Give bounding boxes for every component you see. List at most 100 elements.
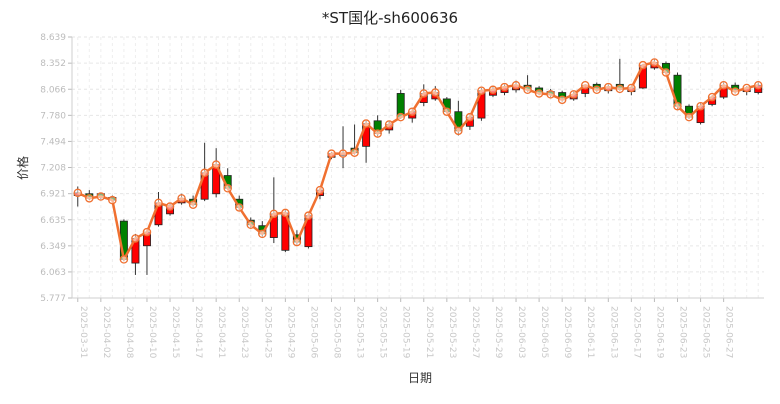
x-tick-label: 2025-06-23 — [678, 306, 688, 358]
x-tick-label: 2025-05-27 — [470, 306, 480, 358]
close-point — [684, 112, 694, 122]
x-tick-label: 2025-04-25 — [262, 306, 272, 358]
x-tick-label: 2025-04-17 — [193, 306, 203, 358]
close-point — [719, 80, 728, 90]
close-point — [269, 209, 279, 219]
y-tick-label: 8.352 — [40, 59, 66, 69]
close-point — [165, 202, 175, 211]
close-point — [223, 184, 232, 193]
close-point — [188, 200, 198, 209]
close-point — [465, 112, 475, 122]
x-tick-label: 2025-04-23 — [239, 306, 249, 358]
x-tick-label: 2025-05-13 — [355, 306, 365, 358]
x-tick-label: 2025-04-08 — [124, 306, 134, 359]
close-point — [315, 185, 325, 195]
close-point — [108, 195, 117, 205]
close-point — [419, 89, 429, 98]
x-tick-label: 2025-04-29 — [285, 306, 295, 359]
close-point — [477, 86, 486, 95]
close-point — [604, 82, 613, 92]
x-axis: 2025-03-31 2025-04-02 2025-04-08 2025-04-10… — [77, 298, 734, 359]
close-point — [407, 107, 417, 116]
close-point — [85, 194, 94, 203]
x-axis-label: 日期 — [408, 371, 432, 385]
close-point — [707, 92, 717, 102]
x-tick-label: 2025-06-11 — [585, 306, 595, 358]
close-point — [650, 58, 659, 67]
y-tick-label: 5.777 — [40, 294, 66, 304]
close-point — [96, 192, 106, 201]
close-point — [627, 83, 636, 93]
close-point — [442, 107, 452, 116]
close-point — [454, 126, 463, 136]
close-point — [350, 148, 359, 157]
close-point — [338, 149, 348, 158]
close-point — [580, 80, 590, 90]
close-point — [304, 211, 313, 220]
close-point — [742, 83, 751, 93]
close-point — [142, 227, 152, 237]
x-tick-label: 2025-04-21 — [216, 306, 226, 358]
y-tick-label: 8.639 — [40, 33, 66, 43]
close-point — [488, 85, 498, 95]
close-point — [557, 95, 567, 105]
x-tick-label: 2025-06-13 — [608, 306, 618, 358]
close-point — [500, 82, 509, 92]
y-axis-label: 价格 — [15, 156, 30, 180]
chart-title: *ST国化-sh600636 — [322, 9, 458, 27]
close-point — [131, 234, 140, 243]
x-tick-label: 2025-04-15 — [170, 306, 180, 358]
grid-lines — [72, 36, 764, 299]
y-tick-label: 7.780 — [40, 111, 66, 121]
close-point — [246, 220, 256, 230]
x-tick-label: 2025-05-06 — [308, 306, 318, 359]
close-point — [119, 255, 129, 264]
x-tick-label: 2025-03-31 — [78, 306, 88, 358]
close-point — [177, 194, 186, 203]
x-tick-label: 2025-05-19 — [401, 306, 411, 359]
x-tick-label: 2025-05-15 — [378, 306, 388, 358]
x-tick-label: 2025-06-09 — [562, 306, 572, 359]
close-point — [592, 85, 602, 95]
x-tick-label: 2025-06-27 — [724, 306, 734, 358]
close-point — [292, 237, 302, 247]
x-tick-label: 2025-06-19 — [654, 306, 664, 359]
y-tick-label: 6.921 — [40, 190, 66, 200]
close-point — [200, 168, 209, 178]
close-point — [523, 85, 532, 95]
close-point — [753, 80, 763, 90]
close-point — [638, 60, 648, 70]
x-tick-label: 2025-04-02 — [101, 306, 111, 358]
y-tick-label: 6.635 — [40, 216, 66, 226]
x-tick-label: 2025-05-29 — [493, 306, 503, 359]
close-point — [281, 208, 290, 218]
x-tick-label: 2025-06-17 — [631, 306, 641, 358]
close-point — [569, 90, 578, 99]
close-point — [534, 89, 544, 98]
close-point — [384, 120, 394, 129]
x-tick-label: 2025-06-25 — [701, 306, 711, 358]
y-tick-label: 7.208 — [40, 164, 66, 174]
close-point — [661, 68, 671, 77]
close-point — [373, 129, 382, 138]
close-point — [234, 203, 244, 212]
close-point — [730, 87, 740, 96]
x-tick-label: 2025-05-21 — [424, 306, 434, 358]
y-axis: 5.777 6.063 6.349 6.635 6.921 7.208 7.494 7.780… — [40, 33, 72, 304]
close-point — [546, 90, 555, 99]
y-tick-label: 8.066 — [40, 85, 66, 95]
close-point — [696, 101, 705, 111]
x-tick-label: 2025-06-05 — [539, 306, 549, 358]
y-tick-label: 6.063 — [40, 268, 66, 278]
close-point — [258, 229, 267, 239]
close-point — [615, 84, 625, 94]
close-point — [431, 88, 440, 97]
close-point — [154, 198, 163, 208]
close-point — [211, 160, 221, 169]
close-point — [327, 149, 336, 158]
y-tick-label: 7.494 — [40, 137, 66, 147]
x-tick-label: 2025-04-10 — [147, 306, 157, 359]
close-point — [511, 80, 521, 90]
